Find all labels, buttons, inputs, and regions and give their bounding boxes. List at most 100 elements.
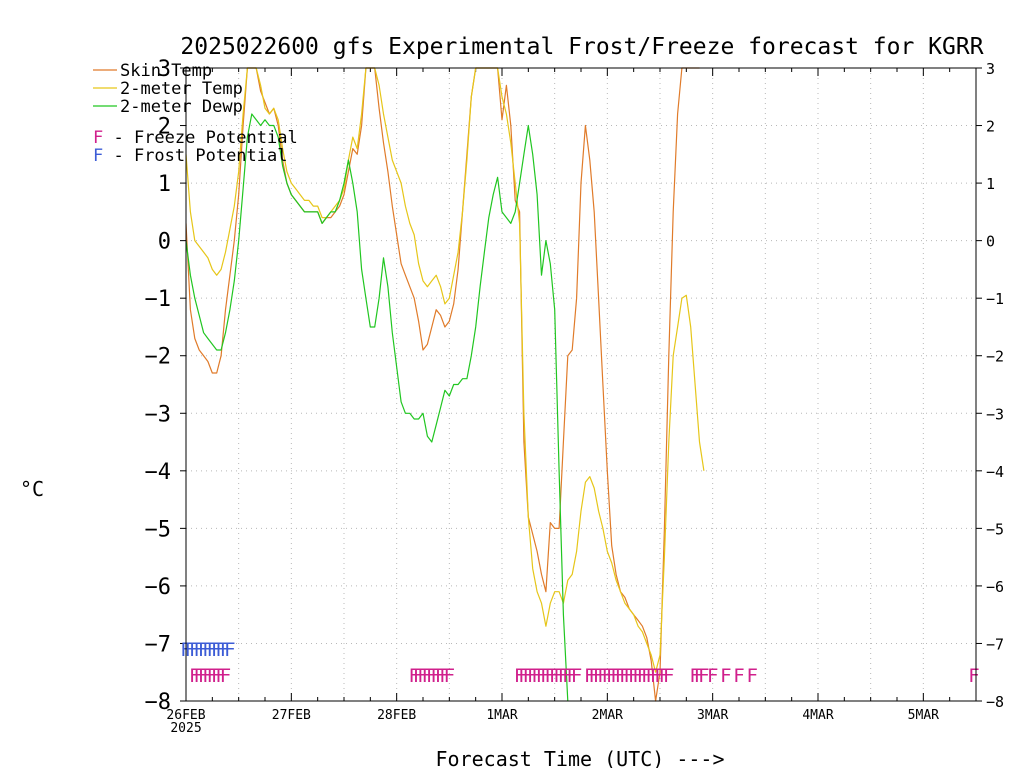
freeze-potential-marker: F: [659, 665, 670, 687]
freeze-potential-marker: F: [189, 665, 200, 687]
series-line-2-meter-temp: [186, 67, 705, 673]
y-tick-label-right: −1: [986, 290, 1004, 308]
x-tick-label: 26FEB: [166, 708, 205, 723]
gridlines: [186, 68, 976, 701]
freeze-potential-marker: F: [645, 665, 656, 687]
legend-label: 2-meter Dewp: [120, 97, 243, 117]
freeze-potential-marker: F: [553, 665, 564, 687]
y-tick-label: 0: [158, 230, 171, 255]
x-tick-sublabel: 2025: [170, 721, 201, 736]
freeze-potential-marker: F: [619, 665, 630, 687]
freeze-potential-marker: F: [207, 665, 218, 687]
y-tick-label-right: −6: [986, 578, 1004, 596]
y-tick-label: −7: [145, 632, 172, 657]
marker-legend-label: F - Frost Potential: [93, 146, 287, 166]
freeze-potential-marker: F: [968, 665, 979, 687]
series-line-2-meter-dewp: [186, 113, 569, 702]
frost-potential-marker: F: [207, 639, 218, 661]
freeze-potential-marker: F: [435, 665, 446, 687]
legend-label: 2-meter Temp: [120, 79, 243, 99]
freeze-potential-marker: F: [413, 665, 424, 687]
freeze-potential-marker: F: [689, 665, 700, 687]
freeze-potential-marker: F: [733, 665, 744, 687]
frost-potential-marker: F: [193, 639, 204, 661]
frost-potential-marker: F: [202, 639, 213, 661]
freeze-potential-marker: F: [663, 665, 674, 687]
series-lines: [186, 67, 705, 702]
y-tick-label-right: −7: [986, 635, 1004, 653]
freeze-potential-marker: F: [624, 665, 635, 687]
freeze-potential-marker: F: [558, 665, 569, 687]
legend-label: Skin Temp: [120, 61, 212, 81]
plot-frame: [185, 67, 977, 702]
freeze-potential-marker: F: [694, 665, 705, 687]
y-axis-label: °C: [20, 477, 44, 501]
x-axis-label: Forecast Time (UTC) --->: [436, 747, 725, 768]
freeze-potential-marker: F: [584, 665, 595, 687]
y-tick-label: 1: [158, 172, 171, 197]
freeze-potential-marker: F: [641, 665, 652, 687]
y-axis-right-ticks: −8 −7 −6 −5 −4 −3 −2 −1 0 1 2 3: [976, 60, 1004, 711]
freeze-potential-marker: F: [439, 665, 450, 687]
frost-potential-marker: F: [211, 639, 222, 661]
y-tick-label: −3: [145, 402, 172, 427]
frost-potential-marker: F: [224, 639, 235, 661]
freeze-potential-marker: F: [549, 665, 560, 687]
y-axis-left-ticks: −8 −7 −6 −5 −4 −3 −2 −1 0 1 2 3: [145, 57, 186, 715]
x-tick-label: 28FEB: [377, 708, 416, 723]
y-tick-label-right: 1: [986, 175, 995, 193]
marker-legend-label: F - Freeze Potential: [93, 128, 298, 148]
freeze-potential-marker: F: [198, 665, 209, 687]
freeze-potential-marker: F: [215, 665, 226, 687]
freeze-potential-marker: F: [650, 665, 661, 687]
y-tick-label: −1: [145, 287, 172, 312]
y-tick-label-right: −2: [986, 348, 1004, 366]
y-tick-label: −4: [145, 460, 172, 485]
freeze-potential-marker: F: [430, 665, 441, 687]
freeze-potential-marker: F: [637, 665, 648, 687]
frost-potential-marker: F: [220, 639, 231, 661]
x-tick-label: 5MAR: [908, 708, 939, 723]
x-tick-label: 2MAR: [592, 708, 623, 723]
y-tick-label-right: −3: [986, 405, 1004, 423]
y-tick-label-right: −5: [986, 520, 1004, 538]
freeze-potential-marker: F: [540, 665, 551, 687]
y-tick-label: 2: [158, 115, 171, 140]
freeze-potential-marker: F: [588, 665, 599, 687]
freeze-potential-marker: F: [628, 665, 639, 687]
chart-title: 2025022600 gfs Experimental Frost/Freeze…: [180, 34, 983, 60]
y-tick-label: −5: [145, 517, 172, 542]
y-tick-label: −2: [145, 345, 172, 370]
freeze-potential-marker: F: [202, 665, 213, 687]
x-tick-label: 3MAR: [697, 708, 728, 723]
y-tick-label-right: −8: [986, 693, 1004, 711]
freeze-potential-marker: F: [422, 665, 433, 687]
freeze-potential-marker: F: [654, 665, 665, 687]
freeze-potential-marker: F: [426, 665, 437, 687]
x-tick-label: 1MAR: [486, 708, 517, 723]
frost-potential-marker: F: [198, 639, 209, 661]
freeze-potential-marker: F: [615, 665, 626, 687]
freeze-potential-marker: F: [698, 665, 709, 687]
y-tick-label-right: 3: [986, 60, 995, 78]
frost-potential-marker: F: [215, 639, 226, 661]
freeze-potential-marker: F: [220, 665, 231, 687]
y-tick-label-right: 2: [986, 118, 995, 136]
freeze-potential-marker: F: [720, 665, 731, 687]
freeze-potential-marker: F: [746, 665, 757, 687]
freeze-potential-marker: F: [602, 665, 613, 687]
freeze-potential-marker: F: [632, 665, 643, 687]
freeze-potential-marker: F: [211, 665, 222, 687]
freeze-potential-marker: F: [444, 665, 455, 687]
y-tick-label: 3: [158, 57, 171, 82]
freeze-potential-marker: F: [193, 665, 204, 687]
freeze-potential-marker: F: [518, 665, 529, 687]
y-tick-label-right: −4: [986, 463, 1004, 481]
x-tick-label: 27FEB: [272, 708, 311, 723]
freeze-potential-marker: F: [562, 665, 573, 687]
y-tick-label-right: 0: [986, 233, 995, 251]
